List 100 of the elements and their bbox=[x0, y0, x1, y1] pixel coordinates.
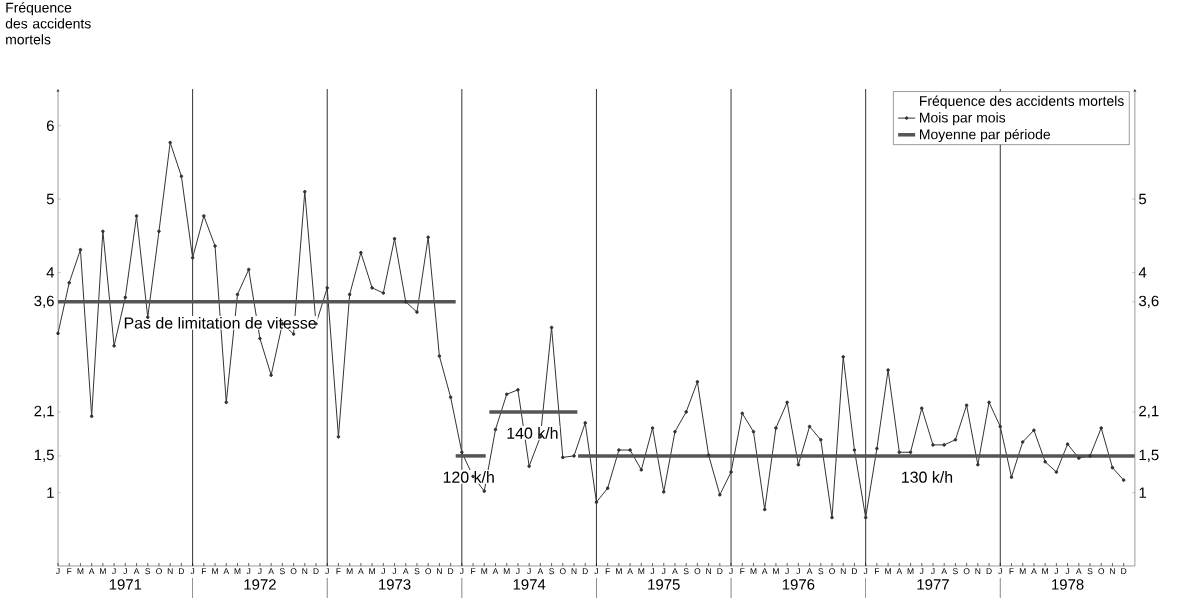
text: J bbox=[1065, 568, 1070, 575]
text: M bbox=[616, 568, 622, 575]
text: M bbox=[907, 568, 914, 575]
annotation: 140 k/h bbox=[507, 427, 558, 439]
text: N bbox=[706, 568, 711, 575]
text: M bbox=[346, 568, 353, 575]
text: A bbox=[88, 568, 95, 575]
text: J bbox=[796, 568, 800, 575]
y2-tick-label: 2,1 bbox=[1139, 405, 1159, 419]
text: A bbox=[896, 568, 903, 575]
y-tick-label: 4 bbox=[46, 267, 55, 278]
text: M bbox=[369, 568, 375, 575]
text: J bbox=[1054, 568, 1058, 575]
text: J bbox=[112, 568, 116, 575]
text: O bbox=[1098, 568, 1105, 575]
text: J bbox=[650, 568, 655, 575]
text: F bbox=[874, 568, 880, 575]
x-tick-label: 1975 bbox=[648, 579, 680, 590]
text: S bbox=[683, 568, 689, 575]
text: M bbox=[481, 568, 488, 575]
text: J bbox=[729, 568, 733, 575]
text: A bbox=[358, 568, 364, 575]
text: N bbox=[1110, 568, 1115, 575]
text: A bbox=[1075, 568, 1082, 575]
legend-title: Fréquence des accidents mortels bbox=[920, 95, 1124, 109]
text: S bbox=[549, 568, 555, 575]
text: A bbox=[268, 568, 274, 575]
text: J bbox=[246, 568, 251, 575]
text: J bbox=[325, 568, 329, 575]
y-tick-label: 5 bbox=[46, 193, 54, 205]
text: D bbox=[986, 568, 992, 575]
text: M bbox=[885, 568, 891, 575]
text: O bbox=[559, 568, 566, 575]
text: D bbox=[1121, 568, 1127, 575]
text: D bbox=[852, 568, 858, 575]
text: D bbox=[582, 568, 588, 575]
text: J bbox=[190, 568, 195, 575]
text: J bbox=[392, 568, 397, 575]
text: A bbox=[133, 568, 140, 575]
text: O bbox=[425, 568, 432, 575]
text: O bbox=[829, 568, 835, 575]
text: J bbox=[56, 568, 60, 575]
y-tick-label: 2,1 bbox=[34, 405, 54, 419]
legend-label: Moyenne par période bbox=[920, 128, 1051, 143]
text: N bbox=[571, 568, 577, 575]
y2-tick-label: 5 bbox=[1139, 193, 1147, 205]
text: A bbox=[761, 568, 768, 575]
x-tick-label: 1971 bbox=[109, 579, 142, 590]
annotation: Pas de limitation de vitesse bbox=[124, 317, 316, 329]
text: J bbox=[661, 568, 666, 575]
x-tick-label: 1978 bbox=[1052, 579, 1084, 590]
text: O bbox=[156, 568, 162, 575]
text: M bbox=[100, 568, 106, 575]
text: M bbox=[234, 568, 241, 575]
text: M bbox=[212, 568, 218, 575]
text: A bbox=[672, 568, 678, 575]
text: J bbox=[459, 568, 464, 575]
y-tick-label: 1,5 bbox=[34, 449, 54, 462]
annotation: 130 k/h bbox=[902, 471, 953, 483]
text: M bbox=[77, 568, 84, 575]
text: A bbox=[1031, 568, 1037, 575]
text: A bbox=[223, 568, 230, 575]
text: A bbox=[537, 568, 544, 575]
text: F bbox=[201, 568, 207, 575]
text: M bbox=[503, 568, 510, 575]
text: J bbox=[785, 568, 789, 575]
text: J bbox=[919, 568, 924, 575]
text: A bbox=[806, 568, 813, 575]
text: D bbox=[448, 568, 454, 575]
text: M bbox=[1042, 568, 1048, 575]
text: M bbox=[1019, 568, 1026, 575]
text: J bbox=[863, 568, 868, 575]
x-tick-label: 1974 bbox=[513, 579, 546, 590]
text: J bbox=[998, 568, 1002, 575]
text: S bbox=[145, 568, 151, 575]
text: F bbox=[605, 568, 610, 575]
text: N bbox=[975, 568, 981, 575]
text: S bbox=[952, 568, 958, 575]
text: A bbox=[402, 568, 409, 575]
y2-tick-label: 1,5 bbox=[1139, 449, 1159, 462]
y-tick-label: 6 bbox=[46, 120, 54, 131]
y2-tick-label: 4 bbox=[1138, 267, 1147, 278]
text: J bbox=[123, 568, 127, 575]
text: M bbox=[750, 568, 757, 575]
y-tick-label: 3,6 bbox=[34, 295, 54, 308]
text: D bbox=[313, 568, 319, 575]
x-tick-label: 1977 bbox=[917, 579, 949, 590]
text: M bbox=[773, 568, 779, 575]
text: D bbox=[179, 568, 185, 575]
text: O bbox=[694, 568, 701, 575]
text: S bbox=[1087, 568, 1093, 575]
y2-tick-label: 1 bbox=[1139, 487, 1146, 498]
text: O bbox=[290, 568, 297, 575]
text: J bbox=[930, 568, 935, 575]
y-tick-label: 1 bbox=[47, 487, 54, 498]
legend-label: Mois par mois bbox=[920, 112, 1006, 126]
text: N bbox=[302, 568, 308, 575]
text: J bbox=[594, 568, 598, 575]
text: N bbox=[167, 568, 173, 575]
text: F bbox=[740, 568, 745, 575]
